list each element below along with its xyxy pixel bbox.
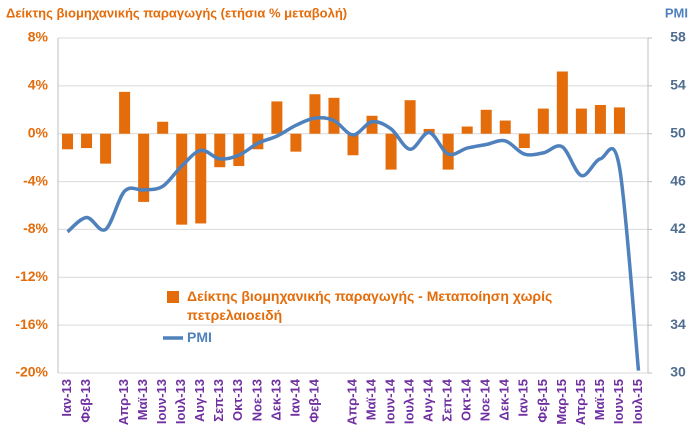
x-tick-label: Αυγ-13 [192, 379, 207, 422]
bar [119, 91, 131, 134]
y-tick-label: -20% [15, 364, 48, 380]
x-tick-label: Ιουλ-13 [173, 379, 188, 424]
bar [480, 109, 492, 134]
y2-tick-label: 30 [670, 364, 686, 380]
line [66, 116, 641, 371]
x-tick-label: Αυγ-14 [421, 378, 436, 422]
x-tick-label: Ιαν-15 [516, 379, 531, 417]
bar [347, 133, 359, 156]
y2-tick-label: 38 [670, 268, 686, 284]
x-tick-label: Νοε-14 [478, 378, 493, 421]
bar [556, 71, 568, 134]
y-tick-label: -16% [15, 316, 48, 332]
bar [575, 108, 587, 134]
x-tick-label: Ιαν-14 [287, 378, 302, 416]
bar [594, 105, 606, 134]
y2-tick-label: 34 [670, 316, 686, 332]
bar [100, 133, 112, 164]
bar [328, 97, 340, 134]
bar [290, 133, 302, 152]
bar [461, 126, 473, 134]
x-tick-label: Φεβ-13 [78, 379, 93, 423]
bar [309, 94, 321, 134]
x-tick-label: Δεκ-14 [497, 378, 512, 420]
x-tick-label: Σεπ-14 [440, 378, 455, 421]
y2-tick-label: 58 [670, 29, 686, 45]
x-tick-label: Οκτ-13 [230, 379, 245, 421]
x-tick-label: Μαϊ-14 [363, 378, 378, 420]
bar [233, 133, 245, 167]
x-tick-label: Ιαν-13 [59, 379, 74, 417]
y2-tick-label: 50 [670, 124, 686, 140]
legend-label: PMI [187, 329, 212, 345]
bar [138, 133, 150, 202]
y-tick-label: -8% [23, 220, 48, 236]
y-tick-label: -12% [15, 268, 48, 284]
x-tick-label: Ιουλ-15 [630, 379, 645, 424]
bar [81, 133, 93, 149]
bar [537, 108, 549, 134]
bar [366, 115, 378, 134]
x-tick-label: Μαϊ-15 [592, 379, 607, 420]
bar [442, 133, 454, 170]
bar [385, 133, 397, 170]
x-tick-label: Απρ-14 [344, 378, 359, 425]
bar [195, 133, 207, 224]
bar [157, 121, 169, 134]
x-tick-label: Οκτ-14 [459, 378, 474, 421]
x-tick-label: Απρ-15 [573, 379, 588, 425]
chart-title: Δείκτης βιομηχανικής παραγωγής (ετήσια %… [6, 5, 347, 20]
bar [271, 101, 283, 134]
y2-tick-label: 42 [670, 220, 686, 236]
y2-tick-label: 46 [670, 172, 686, 188]
bar [518, 133, 530, 149]
x-tick-label: Φεβ-14 [306, 378, 321, 422]
bar [613, 107, 625, 134]
x-tick-label: Σεπ-13 [211, 379, 226, 422]
x-tick-label: Μαρ-15 [554, 379, 569, 425]
legend-swatch [167, 291, 179, 303]
legend-label: Δείκτης βιομηχανικής παραγωγής - Μεταποί… [187, 288, 553, 323]
x-tick-label: Μαϊ-13 [135, 379, 150, 420]
x-tick-label: Φεβ-15 [535, 379, 550, 423]
bar [214, 133, 226, 168]
y-tick-label: 8% [28, 29, 49, 45]
x-tick-label: Ιουν-14 [383, 378, 398, 424]
bar [499, 120, 511, 134]
y2-axis-label: PMI [665, 5, 688, 20]
x-tick-label: Δεκ-13 [268, 379, 283, 421]
x-tick-label: Νοε-13 [249, 379, 264, 421]
x-tick-label: Ιουν-15 [611, 379, 626, 424]
y-tick-label: 4% [28, 77, 49, 93]
y-tick-label: -4% [23, 172, 48, 188]
bar [404, 100, 416, 134]
x-tick-label: Απρ-13 [116, 379, 131, 425]
bar [176, 133, 188, 225]
y-tick-label: 0% [28, 124, 49, 140]
x-tick-label: Ιουλ-14 [402, 378, 417, 424]
bar [62, 133, 74, 150]
x-tick-label: Ιουν-13 [154, 379, 169, 424]
y2-tick-label: 54 [670, 77, 686, 93]
